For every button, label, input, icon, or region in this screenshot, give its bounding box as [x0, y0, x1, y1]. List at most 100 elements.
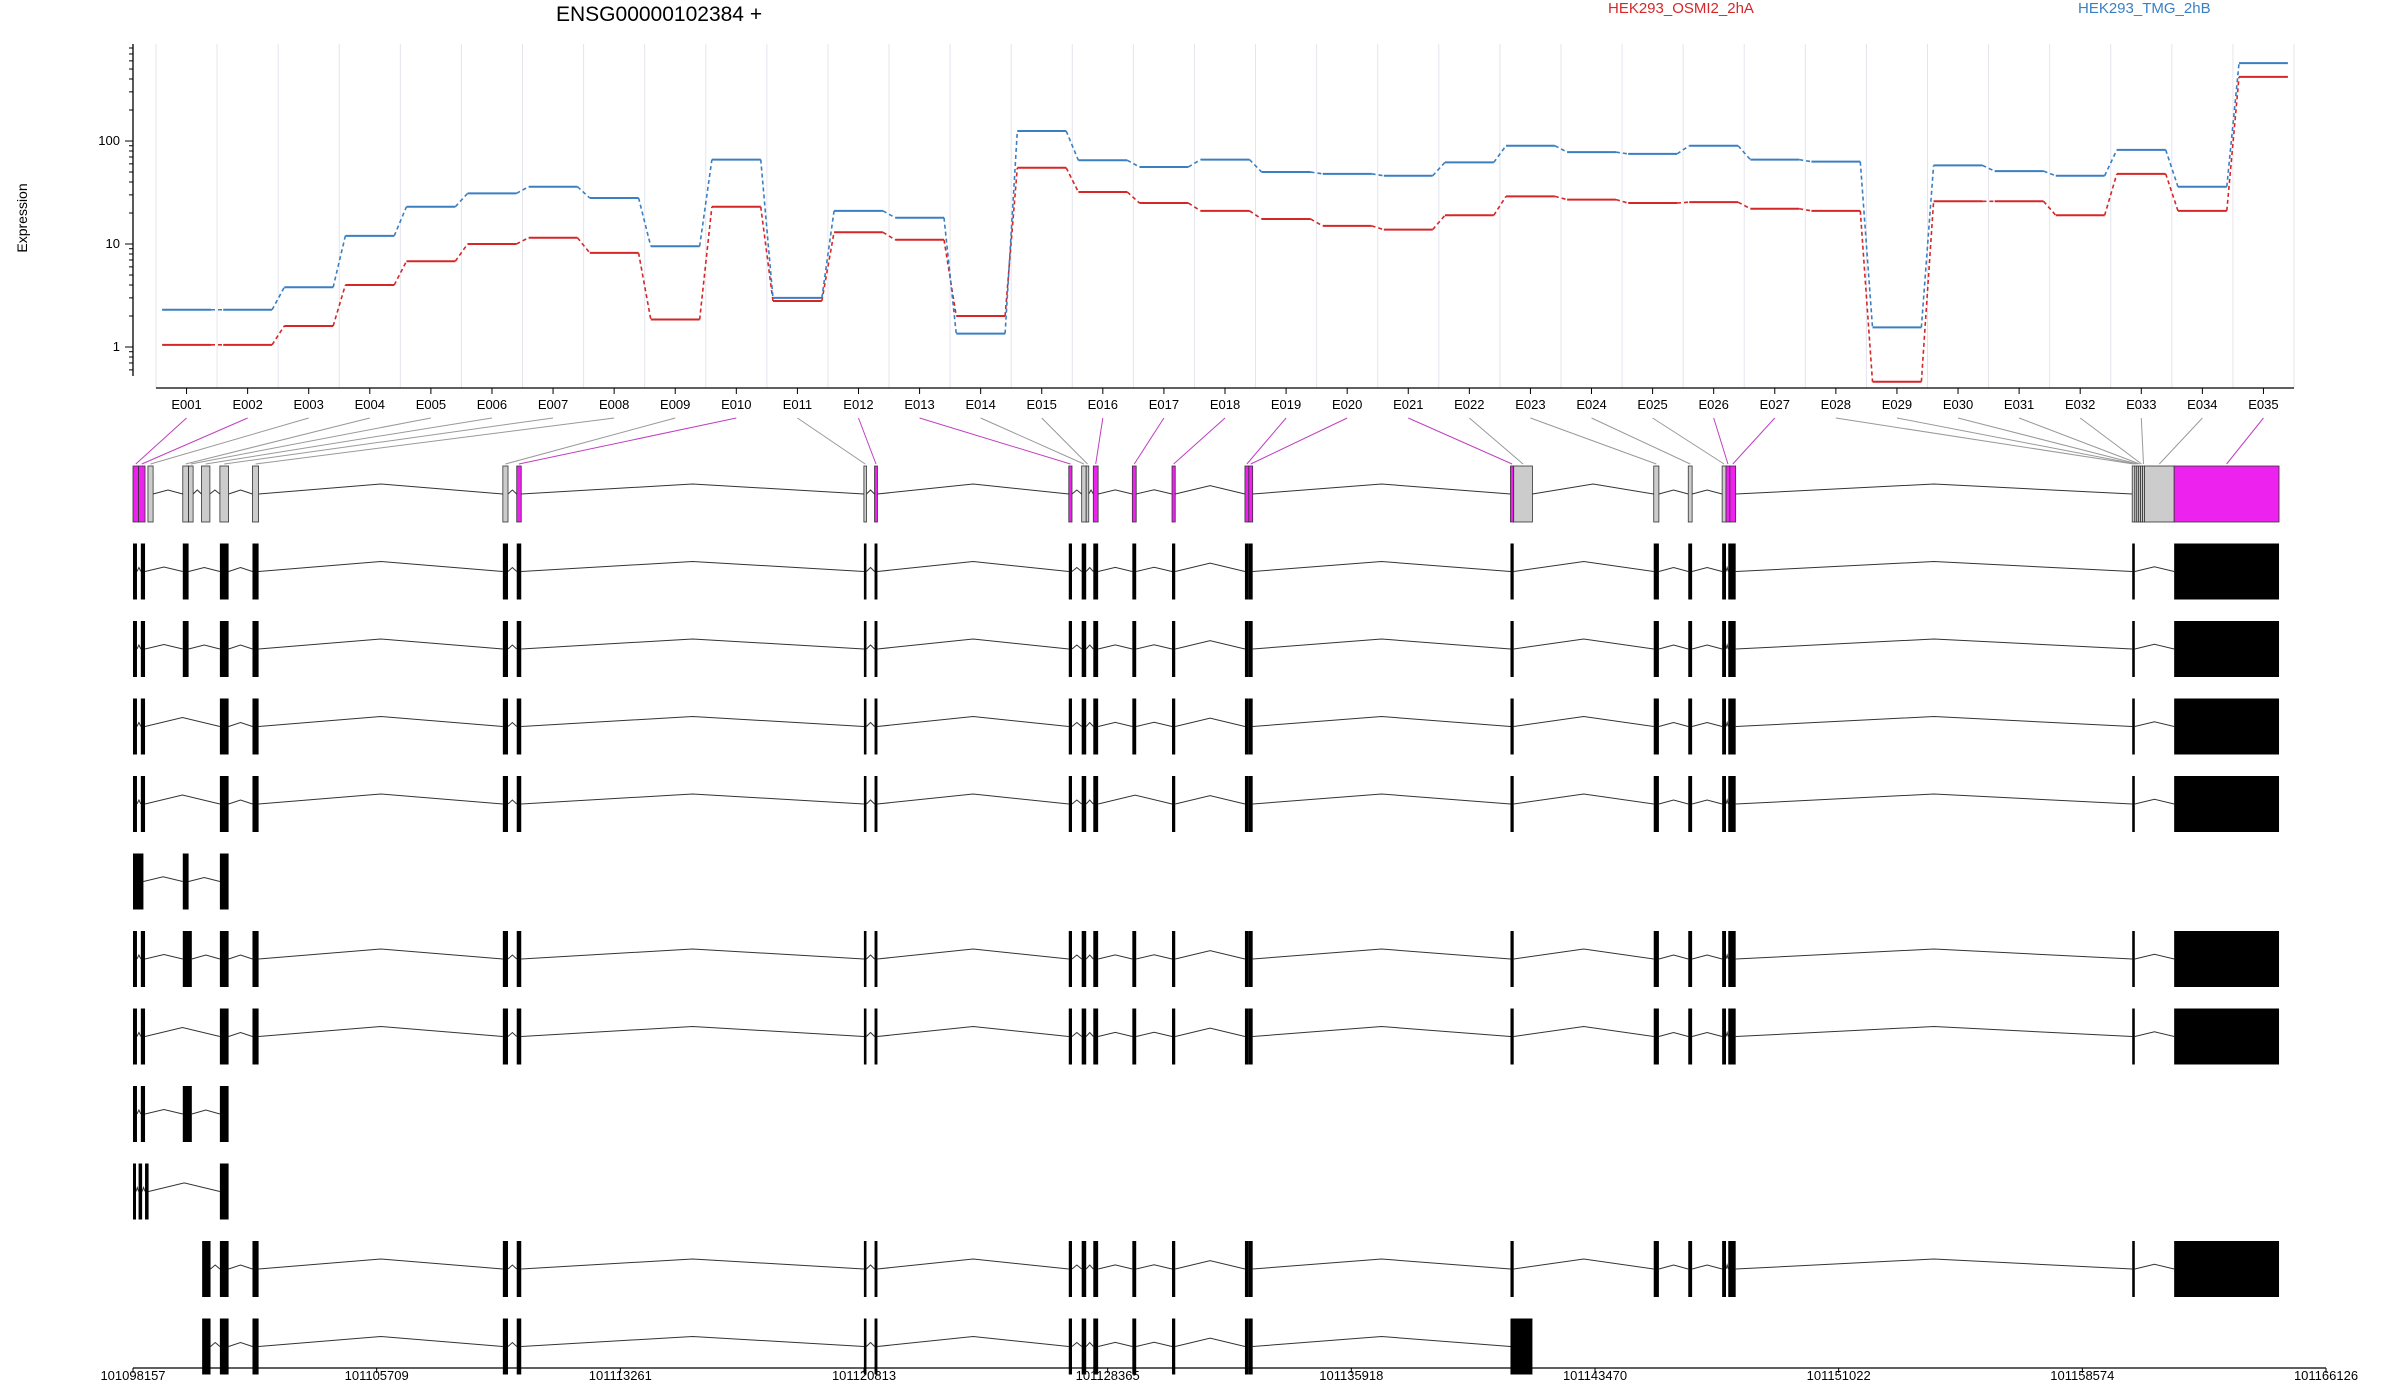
intron-line	[507, 1031, 518, 1037]
intron-line	[1513, 1258, 1654, 1270]
exon-box	[132, 465, 139, 523]
coordinate-tick-label: 101105709	[345, 1368, 409, 1380]
transcript-exon	[133, 698, 137, 755]
exon-connector	[980, 417, 1085, 465]
transcript-exon	[502, 543, 509, 600]
expression-connector	[1187, 202, 1202, 212]
intron-line	[136, 953, 142, 960]
expression-connector	[1432, 161, 1446, 177]
transcript-exon	[1510, 543, 1514, 600]
x-axis-exons: E001 E002 E003 E004 E005 E006 E007 E008 E009 E010…	[156, 387, 2294, 412]
intron-line	[191, 954, 221, 960]
transcript-row	[133, 931, 2280, 987]
intron-line	[1136, 566, 1173, 572]
transcript-exon	[863, 543, 867, 600]
expression-connector	[698, 206, 713, 320]
intron-line	[521, 793, 864, 805]
intron-line	[1088, 488, 1094, 495]
expression-connector	[1310, 218, 1324, 227]
transcript-exon	[1653, 1241, 1659, 1297]
exon-connector	[205, 417, 493, 465]
expression-connector	[1615, 198, 1629, 204]
transcript-exon	[1068, 931, 1072, 987]
intron-line	[507, 489, 518, 495]
exon-label: E035	[2248, 397, 2278, 412]
transcript-row	[202, 1241, 2280, 1297]
exon-label: E007	[538, 397, 568, 412]
expression-connector	[1126, 191, 1141, 204]
intron-line	[877, 638, 1069, 650]
exon-box	[1653, 465, 1660, 523]
intron-line	[1098, 1264, 1133, 1270]
transcript-exon	[2132, 776, 2135, 832]
transcript-exon	[219, 1241, 229, 1297]
transcript-exon	[863, 1241, 867, 1297]
transcript-exon	[516, 776, 522, 832]
expression-connector	[1554, 145, 1568, 153]
exon-label: E023	[1515, 397, 1545, 412]
intron-line	[1085, 1264, 1094, 1270]
coordinate-tick-label: 101135918	[1319, 1368, 1383, 1380]
exon-connector	[1591, 417, 1691, 465]
exon-box	[1725, 465, 1731, 523]
transcript-exon	[138, 1163, 143, 1220]
exon-label: E009	[660, 397, 690, 412]
transcript-exon	[1093, 621, 1099, 677]
exon-connector	[1530, 417, 1657, 465]
transcript-exon	[1728, 543, 1736, 600]
expression-connector	[1920, 201, 1935, 382]
transcript-exon	[133, 1008, 137, 1065]
transcript-exon	[863, 1318, 867, 1375]
exon-label: E032	[2065, 397, 2095, 412]
exon-connector	[518, 417, 737, 465]
intron-line	[521, 715, 864, 727]
transcript-exon	[1172, 1241, 1176, 1297]
expression-connector	[271, 325, 285, 346]
y-axis-label: Expression	[14, 183, 30, 252]
intron-line	[1175, 717, 1246, 727]
transcript-exon	[1244, 621, 1249, 677]
intron-line	[2134, 566, 2175, 572]
transcript-exon	[1728, 931, 1736, 987]
intron-line	[521, 560, 864, 572]
transcript-exon	[2174, 931, 2280, 987]
exon-connector	[505, 417, 676, 465]
intron-line	[521, 1258, 864, 1270]
intron-line	[152, 489, 183, 495]
exon-label: E028	[1821, 397, 1851, 412]
intron-line	[507, 1341, 518, 1347]
transcript-exon	[219, 1086, 229, 1142]
transcript-exon	[1728, 698, 1736, 755]
intron-line	[228, 1264, 253, 1270]
transcript-exon	[1722, 931, 1727, 987]
intron-line	[135, 1185, 140, 1192]
intron-line	[507, 644, 518, 650]
expression-connector	[1310, 171, 1323, 175]
expression-connector	[393, 206, 408, 237]
transcript-row	[133, 1008, 2280, 1065]
transcript-exon	[182, 1086, 192, 1142]
transcript-exon	[252, 698, 259, 755]
intron-line	[258, 483, 503, 495]
expression-series	[162, 62, 2288, 383]
intron-line	[1735, 638, 2133, 650]
intron-line	[1735, 1258, 2133, 1270]
transcript-exon	[1068, 776, 1072, 832]
intron-line	[866, 1264, 875, 1270]
intron-line	[258, 715, 503, 727]
exon-label: E029	[1882, 397, 1912, 412]
transcript-exon	[1172, 621, 1176, 677]
transcript-exon	[874, 543, 878, 600]
expression-connector	[1187, 158, 1201, 168]
intron-line	[1513, 715, 1654, 727]
exon-box	[147, 465, 154, 523]
exon-box	[138, 465, 146, 523]
exon-box	[863, 465, 867, 523]
transcript-exon	[133, 1086, 137, 1142]
transcript-exon	[1722, 543, 1727, 600]
exon-label: E024	[1576, 397, 1606, 412]
transcript-exon	[2132, 931, 2135, 987]
transcript-exon	[133, 776, 137, 832]
y-axis: 1 10 100	[98, 44, 134, 376]
intron-line	[258, 560, 503, 572]
